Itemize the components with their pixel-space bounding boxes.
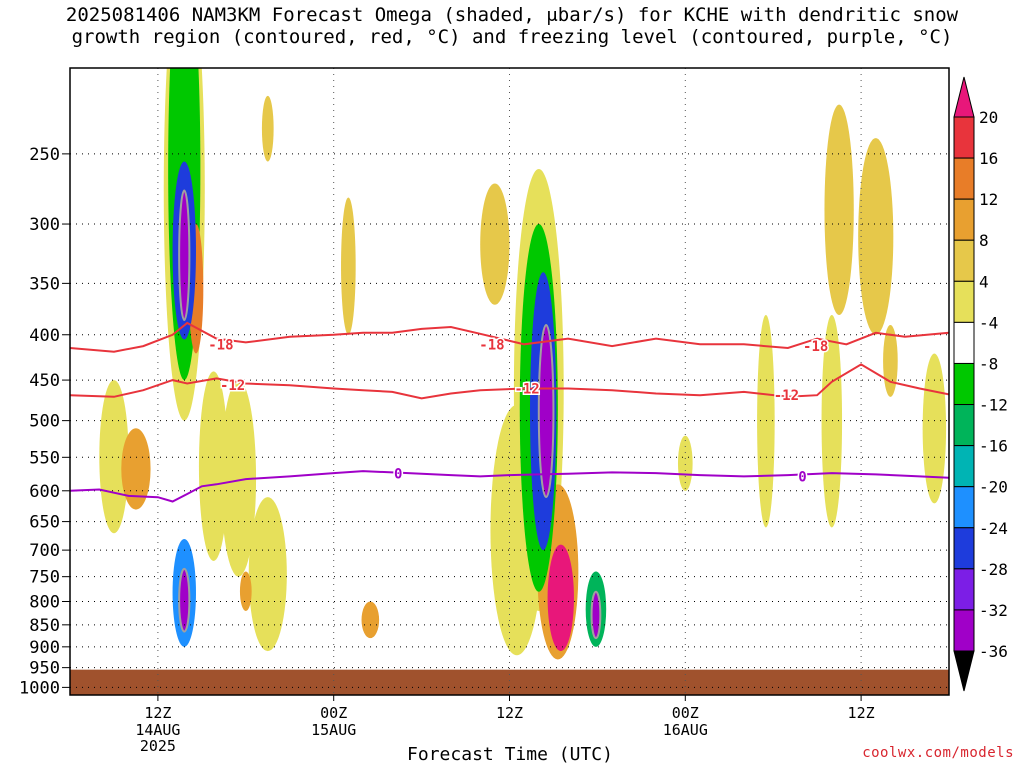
colorbar-swatch bbox=[953, 445, 975, 488]
contour-label: -18 bbox=[208, 337, 233, 353]
omega-shade bbox=[121, 428, 151, 510]
x-tick-sublabel: 16AUG bbox=[663, 721, 708, 739]
terrain-fill bbox=[70, 669, 949, 695]
contour-layer: -18 -18 -18 -12 -12 -12 0 0 bbox=[70, 321, 949, 503]
y-tick-label: 250 bbox=[29, 145, 60, 165]
omega-shade bbox=[480, 183, 510, 305]
omega-shade bbox=[547, 544, 574, 652]
contour-label: -12 bbox=[220, 378, 245, 394]
omega-shade bbox=[198, 371, 229, 561]
omega-shade bbox=[261, 95, 274, 162]
y-tick-label: 700 bbox=[29, 541, 60, 561]
y-tick-label: 350 bbox=[29, 274, 60, 294]
x-tick-label: 00Z bbox=[320, 704, 347, 722]
y-tick-label: 800 bbox=[29, 593, 60, 613]
colorbar-top-arrow bbox=[953, 76, 975, 118]
colorbar-label: -20 bbox=[979, 478, 1008, 497]
y-tick-label: 300 bbox=[29, 215, 60, 235]
colorbar-swatch bbox=[953, 362, 975, 406]
y-tick-label: 400 bbox=[29, 326, 60, 346]
colorbar-label: -28 bbox=[979, 560, 1008, 579]
x-tick-sublabel: 15AUG bbox=[311, 721, 356, 739]
omega-shade bbox=[341, 197, 356, 335]
y-tick-label: 550 bbox=[29, 448, 60, 468]
y-tick-label: 950 bbox=[29, 659, 60, 679]
omega-shade bbox=[858, 138, 894, 335]
colorbar-swatch bbox=[953, 157, 975, 200]
x-tick-label: 12Z bbox=[848, 704, 875, 722]
contour-label: -12 bbox=[774, 388, 799, 404]
omega-shade bbox=[220, 380, 257, 577]
x-tick-sublabel: 2025 bbox=[140, 737, 176, 755]
colorbar-label: -12 bbox=[979, 396, 1008, 415]
y-tick-label: 650 bbox=[29, 513, 60, 533]
y-tick-label: 450 bbox=[29, 371, 60, 391]
omega-shade bbox=[178, 189, 191, 322]
x-axis-title: Forecast Time (UTC) bbox=[407, 744, 613, 765]
omega-shade bbox=[590, 590, 602, 640]
contour-line bbox=[70, 321, 949, 353]
y-tick-label: 600 bbox=[29, 482, 60, 502]
colorbar-swatch bbox=[953, 527, 975, 570]
omega-shade bbox=[757, 315, 775, 528]
plot-area bbox=[70, 0, 949, 695]
credit-text: coolwx.com/models bbox=[862, 745, 1014, 761]
omega-shade bbox=[824, 104, 854, 316]
colorbar-swatch bbox=[953, 568, 975, 611]
x-tick-label: 12Z bbox=[144, 704, 171, 722]
colorbar: 20 16 12 8 4 -4 -8 -12 -16 -20 -24 -28 -32 -36 bbox=[953, 76, 1008, 692]
colorbar-label: -8 bbox=[979, 354, 998, 373]
colorbar-swatch bbox=[953, 116, 975, 159]
y-tick-label: 750 bbox=[29, 568, 60, 588]
colorbar-swatch bbox=[953, 609, 975, 652]
colorbar-label: 20 bbox=[979, 108, 998, 127]
omega-shade bbox=[821, 315, 843, 528]
colorbar-bottom-arrow bbox=[953, 650, 975, 692]
omega-shade bbox=[239, 571, 252, 612]
grid-lines bbox=[70, 68, 949, 695]
omega-shade bbox=[677, 435, 693, 491]
omega-shade bbox=[361, 601, 380, 639]
colorbar-label: -24 bbox=[979, 519, 1008, 538]
colorbar-label: 12 bbox=[979, 190, 998, 209]
omega-shade bbox=[248, 497, 287, 652]
x-tick-label: 12Z bbox=[496, 704, 523, 722]
chart-title-line2: growth region (contoured, red, °C) and f… bbox=[71, 26, 953, 48]
y-tick-label: 900 bbox=[29, 638, 60, 658]
colorbar-swatch bbox=[953, 280, 975, 323]
omega-shade bbox=[922, 353, 947, 504]
omega-shade bbox=[178, 567, 191, 633]
y-tick-label: 500 bbox=[29, 412, 60, 432]
contour-label: 0 bbox=[798, 469, 806, 485]
y-tick-label: 1000 bbox=[19, 678, 60, 698]
contour-label: -18 bbox=[479, 337, 504, 353]
colorbar-label: 4 bbox=[979, 272, 989, 291]
omega-shade bbox=[537, 324, 555, 499]
chart-title-line1: 2025081406 NAM3KM Forecast Omega (shaded… bbox=[65, 4, 959, 26]
contour-line bbox=[70, 470, 949, 503]
contour-line bbox=[70, 363, 949, 400]
colorbar-swatch bbox=[953, 321, 975, 364]
colorbar-swatch bbox=[953, 239, 975, 282]
contour-label: -12 bbox=[514, 382, 539, 398]
y-axis: 2503003504004505005506006507007508008509… bbox=[19, 145, 70, 698]
colorbar-label: 8 bbox=[979, 231, 989, 250]
contour-label: -18 bbox=[803, 339, 828, 355]
x-tick-sublabel: 14AUG bbox=[135, 721, 180, 739]
colorbar-label: -4 bbox=[979, 313, 998, 332]
colorbar-swatch bbox=[953, 486, 975, 529]
x-tick-label: 00Z bbox=[672, 704, 699, 722]
omega-shade bbox=[123, 0, 135, 48]
y-tick-label: 850 bbox=[29, 616, 60, 636]
colorbar-label: 16 bbox=[979, 149, 998, 168]
colorbar-swatch bbox=[953, 198, 975, 241]
colorbar-label: -16 bbox=[979, 437, 1008, 456]
contour-label: 0 bbox=[394, 467, 402, 483]
colorbar-swatch bbox=[953, 404, 975, 447]
colorbar-label: -32 bbox=[979, 601, 1008, 620]
colorbar-label: -36 bbox=[979, 642, 1008, 661]
